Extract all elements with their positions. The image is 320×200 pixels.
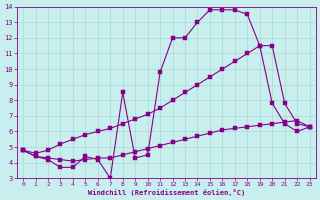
X-axis label: Windchill (Refroidissement éolien,°C): Windchill (Refroidissement éolien,°C) [88,189,245,196]
